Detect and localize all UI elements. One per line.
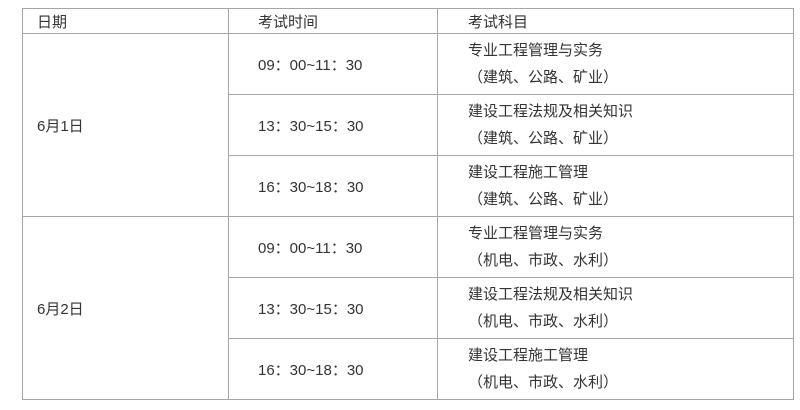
table-row: 6月1日 09：00~11：30 专业工程管理与实务 （建筑、公路、矿业） — [22, 33, 794, 217]
subject-majors: （机电、市政、水利） — [468, 313, 619, 330]
date-cell-day1: 6月1日 — [22, 33, 229, 217]
date-label: 6月1日 — [37, 117, 84, 135]
time-cell: 09：00~11：30 — [228, 216, 438, 278]
time-label: 16：30~18：30 — [258, 178, 364, 196]
time-label: 13：30~15：30 — [258, 300, 364, 318]
subject-majors: （建筑、公路、矿业） — [468, 130, 619, 147]
subject-name: 建设工程施工管理 — [468, 347, 589, 364]
header-exam-time: 考试时间 — [228, 8, 438, 34]
exam-schedule-table: 日期 考试时间 考试科目 6月1日 09：00~11：30 专业工程管理与实务 … — [22, 8, 794, 400]
time-cell: 09：00~11：30 — [228, 33, 438, 95]
subject-cell: 建设工程法规及相关知识 （机电、市政、水利） — [437, 277, 794, 339]
subject-cell: 专业工程管理与实务 （建筑、公路、矿业） — [437, 33, 794, 95]
subject-name: 建设工程施工管理 — [468, 164, 589, 181]
time-label: 09：00~11：30 — [258, 239, 363, 257]
header-exam-subject: 考试科目 — [437, 8, 794, 34]
subject-majors: （机电、市政、水利） — [468, 374, 619, 391]
header-date: 日期 — [22, 8, 229, 34]
subject-cell: 建设工程施工管理 （机电、市政、水利） — [437, 338, 794, 400]
time-label: 09：00~11：30 — [258, 56, 363, 74]
subject-cell: 专业工程管理与实务 （机电、市政、水利） — [437, 216, 794, 278]
date-label: 6月2日 — [37, 300, 84, 318]
subject-name: 专业工程管理与实务 — [468, 42, 604, 59]
time-cell: 16：30~18：30 — [228, 338, 438, 400]
subject-cell: 建设工程施工管理 （建筑、公路、矿业） — [437, 155, 794, 217]
table-header-row: 日期 考试时间 考试科目 — [22, 8, 794, 34]
table-row: 16：30~18：30 建设工程施工管理 （机电、市政、水利） — [23, 338, 794, 400]
subject-majors: （建筑、公路、矿业） — [468, 69, 619, 86]
time-label: 13：30~15：30 — [258, 117, 364, 135]
subject-majors: （机电、市政、水利） — [468, 252, 619, 269]
table-row: 16：30~18：30 建设工程施工管理 （建筑、公路、矿业） — [23, 155, 794, 217]
subject-name: 建设工程法规及相关知识 — [468, 286, 634, 303]
table-row: 6月2日 09：00~11：30 专业工程管理与实务 （机电、市政、水利） — [22, 216, 794, 400]
time-cell: 16：30~18：30 — [228, 155, 438, 217]
subject-majors: （建筑、公路、矿业） — [468, 191, 619, 208]
time-label: 16：30~18：30 — [258, 361, 364, 379]
subject-cell: 建设工程法规及相关知识 （建筑、公路、矿业） — [437, 94, 794, 156]
time-cell: 13：30~15：30 — [228, 94, 438, 156]
table-row: 13：30~15：30 建设工程法规及相关知识 （建筑、公路、矿业） — [23, 94, 794, 156]
table-row: 13：30~15：30 建设工程法规及相关知识 （机电、市政、水利） — [23, 277, 794, 339]
time-cell: 13：30~15：30 — [228, 277, 438, 339]
subject-name: 建设工程法规及相关知识 — [468, 103, 634, 120]
subject-name: 专业工程管理与实务 — [468, 225, 604, 242]
date-cell-day2: 6月2日 — [22, 216, 229, 400]
